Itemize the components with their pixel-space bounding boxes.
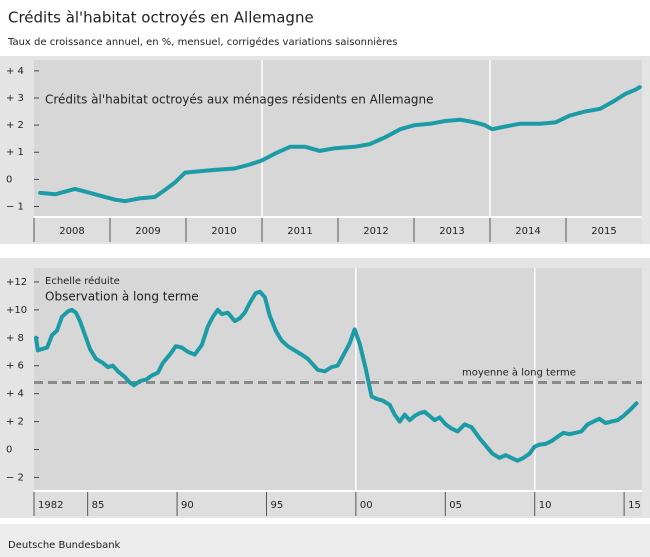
x-tick-label: 00	[360, 500, 373, 511]
plot-area	[34, 60, 642, 216]
y-tick-label: + 1	[6, 147, 24, 158]
panel-label: Crédits àl'habitat octroyés aux ménages …	[45, 93, 434, 107]
y-tick-label: + 2	[6, 417, 24, 428]
x-tick-label: 2013	[439, 226, 464, 237]
x-tick-label: 2008	[59, 226, 84, 237]
scale-note: Echelle réduite	[45, 275, 120, 287]
x-tick-label: 95	[270, 500, 283, 511]
x-tick-label: 15	[628, 500, 641, 511]
y-tick-label: − 2	[6, 472, 24, 483]
chart-subtitle: Taux de croissance annuel, en %, mensuel…	[7, 36, 397, 48]
y-tick-label: +12	[6, 277, 27, 288]
y-tick-label: + 3	[6, 93, 24, 104]
y-tick-label: + 4	[6, 66, 24, 77]
mean-label: moyenne à long terme	[462, 366, 576, 378]
panel-label: Observation à long terme	[45, 290, 199, 304]
y-tick-label: + 8	[6, 333, 24, 344]
x-tick-label: 2012	[363, 226, 388, 237]
source: Deutsche Bundesbank	[8, 540, 121, 551]
chart-title: Crédits àl'habitat octroyés en Allemagne	[8, 9, 314, 27]
data-line	[38, 85, 642, 204]
x-tick-label: 85	[92, 500, 105, 511]
x-tick-label: 2011	[287, 226, 312, 237]
plot-area	[34, 268, 642, 490]
x-tick-label: 90	[181, 500, 194, 511]
y-tick-label: + 6	[6, 361, 24, 372]
y-tick-label: 0	[6, 445, 12, 456]
x-tick-label: 2010	[211, 226, 236, 237]
y-tick-label: +10	[6, 305, 27, 316]
x-tick-label: 2009	[135, 226, 160, 237]
x-tick-label: 2014	[515, 226, 540, 237]
y-tick-label: + 4	[6, 389, 24, 400]
y-tick-label: − 1	[6, 202, 24, 213]
y-tick-label: + 2	[6, 120, 24, 131]
data-line	[34, 289, 639, 463]
x-tick-label: 10	[539, 500, 552, 511]
x-tick-label: 05	[449, 500, 462, 511]
x-tick-label: 1982	[38, 500, 63, 511]
x-tick-label: 2015	[591, 226, 616, 237]
x-axis-band	[34, 492, 642, 516]
y-tick-label: 0	[6, 174, 12, 185]
footer-background	[0, 524, 650, 557]
